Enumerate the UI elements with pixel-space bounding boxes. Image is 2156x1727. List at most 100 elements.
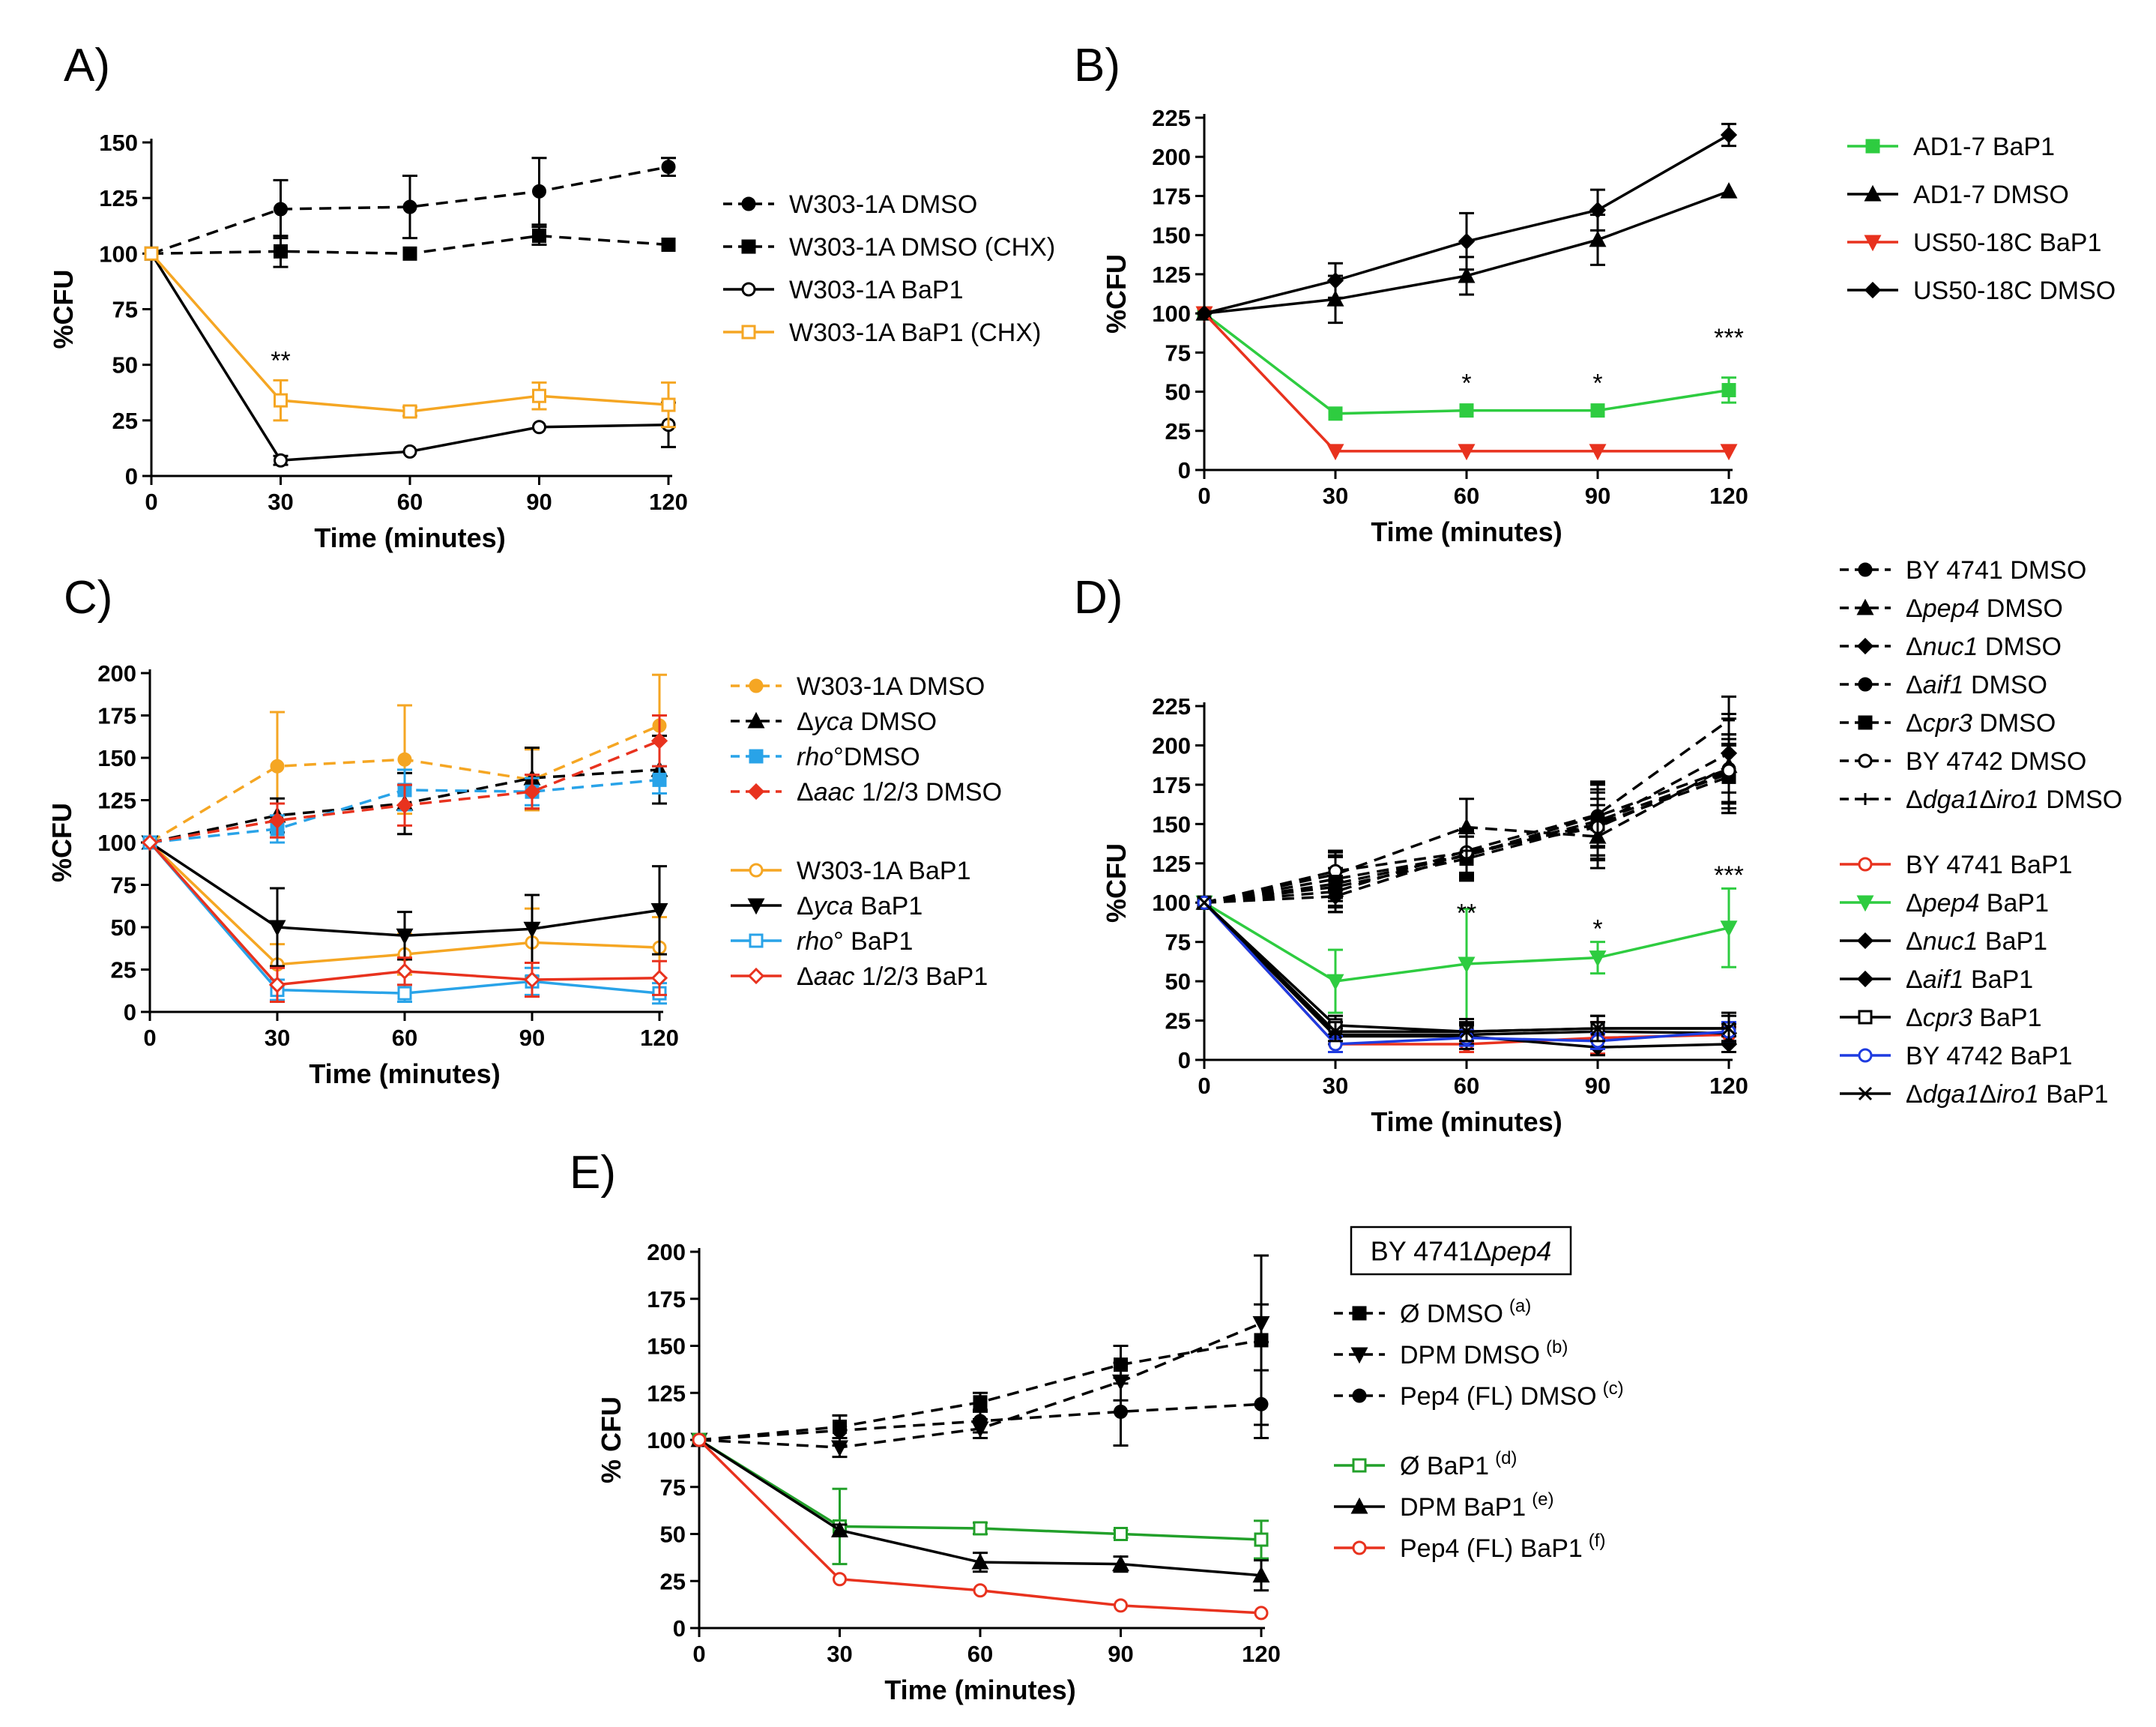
- data-point: [1326, 272, 1344, 289]
- x-axis-title: Time (minutes): [884, 1675, 1075, 1705]
- legend-label: DPM BaP1 (e): [1400, 1489, 1554, 1522]
- legend-marker: [1856, 970, 1874, 988]
- legend-marker: [1864, 235, 1882, 252]
- x-tick-label: 30: [265, 1025, 290, 1051]
- x-axis-title: Time (minutes): [314, 522, 505, 553]
- data-point: [1721, 382, 1736, 397]
- series-w303-1a-bap1: [144, 246, 676, 468]
- panel-label-b: B): [1074, 40, 1120, 91]
- legend-item: Δyca DMSO: [731, 708, 937, 736]
- data-point: [1114, 1598, 1128, 1613]
- data-point: [1721, 1021, 1736, 1036]
- data-point: [973, 1395, 988, 1410]
- legend-marker: [1858, 1010, 1873, 1025]
- legend-item: Pep4 (FL) BaP1 (f): [1334, 1531, 1605, 1563]
- data-point: [532, 229, 546, 244]
- legend-item: BY 4742 BaP1: [1840, 1042, 2072, 1070]
- legend-marker: [1350, 1347, 1368, 1364]
- legend-marker: [747, 967, 765, 985]
- data-point: [1195, 304, 1213, 322]
- data-point: [973, 1583, 988, 1598]
- data-point: [402, 444, 417, 459]
- x-axis-title: Time (minutes): [1371, 1106, 1562, 1137]
- y-tick-label: 125: [647, 1380, 686, 1406]
- legend: W303-1A DMSO Δyca DMSO rho°DMSO Δaac 1/2/3 …: [731, 672, 1002, 991]
- legend-marker: [1856, 895, 1874, 912]
- legend-marker: [1350, 1497, 1368, 1514]
- data-point: [1254, 1532, 1269, 1547]
- data-point: [1589, 950, 1607, 967]
- legend-marker: [1858, 1086, 1873, 1101]
- y-tick-label: 150: [97, 745, 136, 771]
- significance-annotation: **: [271, 347, 290, 376]
- data-point: [1114, 1527, 1128, 1541]
- legend: W303-1A DMSO W303-1A DMSO (CHX) W303-1A Ba…: [723, 190, 1055, 347]
- legend-label: BY 4742 DMSO: [1906, 747, 2086, 776]
- legend-marker: [1352, 1388, 1367, 1403]
- y-tick-label: 125: [97, 788, 136, 814]
- legend-label: Pep4 (FL) BaP1 (f): [1400, 1531, 1605, 1563]
- y-tick-label: 75: [1165, 340, 1191, 366]
- y-tick-label: 100: [97, 830, 136, 856]
- legend-label: Δyca BaP1: [797, 892, 923, 920]
- y-tick-label: 25: [112, 408, 138, 434]
- legend-item: Ø DMSO (a): [1334, 1296, 1531, 1328]
- data-point: [141, 834, 159, 852]
- legend-label: Ø BaP1 (d): [1400, 1448, 1517, 1480]
- legend-item: W303-1A BaP1: [723, 276, 963, 304]
- legend-marker: [1859, 793, 1871, 805]
- data-point: [402, 246, 417, 261]
- x-tick-label: 90: [1108, 1641, 1133, 1667]
- data-point: [973, 1414, 988, 1429]
- y-tick-label: 25: [1165, 418, 1191, 444]
- panel-b: B) 0 25 50 75 100 125 150 175 200 225 0 30 60 90 120 Tim…: [1074, 40, 2116, 547]
- panel-e: E) 0 25 50 75 100 125 150 175 200 0 30 60 90 120 Time (…: [570, 1147, 1624, 1705]
- legend-marker: [1352, 1306, 1367, 1321]
- legend-label: W303-1A DMSO (CHX): [789, 233, 1055, 262]
- legend-label: Δnuc1 BaP1: [1906, 927, 2047, 956]
- legend-label: US50-18C BaP1: [1913, 229, 2101, 257]
- data-point: [268, 920, 286, 937]
- legend-label: BY 4741 DMSO: [1906, 556, 2086, 585]
- y-tick-label: 200: [647, 1239, 686, 1265]
- y-tick-label: 225: [1152, 693, 1191, 720]
- series-line: [1204, 719, 1730, 904]
- y-tick-label: 150: [1152, 223, 1191, 249]
- series-line: [1204, 769, 1730, 904]
- data-point: [692, 1432, 707, 1447]
- legend-item: Δdga1Δiro1 DMSO: [1840, 786, 2122, 814]
- legend-item: Δpep4 BaP1: [1840, 889, 2049, 917]
- legend-item: Δnuc1 DMSO: [1840, 633, 2062, 661]
- legend-item: W303-1A BaP1 (CHX): [723, 319, 1041, 347]
- legend-label: Δcpr3 BaP1: [1906, 1004, 2041, 1032]
- y-tick-label: 75: [660, 1474, 686, 1501]
- y-tick-label: 125: [1152, 262, 1191, 288]
- legend-item: Ø BaP1 (d): [1334, 1448, 1517, 1480]
- legend-label: Pep4 (FL) DMSO (c): [1400, 1378, 1624, 1411]
- panel-label-c: C): [64, 572, 112, 624]
- legend-marker: [1858, 715, 1873, 730]
- legend-marker: [749, 863, 764, 878]
- legend-item: W303-1A BaP1: [731, 857, 970, 885]
- legend-item: Δaif1 BaP1: [1840, 965, 2033, 994]
- x-tick-label: 60: [1454, 1073, 1479, 1099]
- series-line: [1204, 768, 1730, 904]
- legend-label: W303-1A DMSO: [789, 190, 977, 219]
- legend-label: W303-1A BaP1 (CHX): [789, 319, 1041, 347]
- legend-label: rho°DMSO: [797, 743, 920, 771]
- y-tick-label: 175: [647, 1286, 686, 1312]
- data-point: [1326, 290, 1344, 307]
- y-tick-label: 175: [97, 703, 136, 729]
- legend-label: Δaac 1/2/3 BaP1: [797, 962, 988, 991]
- significance-annotation: *: [1592, 370, 1602, 398]
- data-point: [973, 1521, 988, 1536]
- legend-label: Δdga1Δiro1 DMSO: [1906, 786, 2122, 814]
- x-tick-label: 120: [649, 489, 688, 515]
- series-aac-1-2-3-bap1: [141, 834, 668, 1003]
- panel-label-e: E): [570, 1147, 616, 1199]
- legend-label: rho° BaP1: [797, 927, 913, 956]
- data-point: [396, 797, 414, 814]
- legend: BY 4741 DMSO Δpep4 DMSO Δnuc1 DMSO Δaif1 DM…: [1840, 556, 2122, 1109]
- legend-marker: [749, 749, 764, 764]
- data-point: [1590, 403, 1605, 418]
